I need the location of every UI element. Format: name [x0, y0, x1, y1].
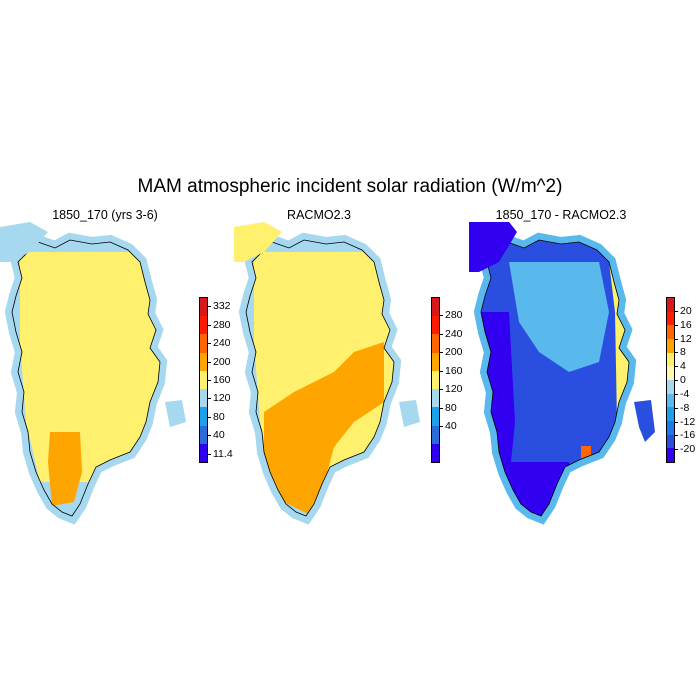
colorbar-swatch	[432, 316, 439, 335]
colorbar-swatch	[432, 389, 439, 408]
colorbar-swatch	[667, 448, 674, 463]
colorbar-swatch	[667, 325, 674, 340]
colorbar-swatch	[200, 352, 207, 371]
colorbar-swatch	[667, 298, 674, 312]
colorbar-tick-label: 16	[675, 318, 692, 331]
colorbar-swatch	[200, 389, 207, 408]
colorbar-swatch	[432, 352, 439, 371]
colorbar-tick-label: 80	[208, 410, 225, 423]
colorbar-swatch	[432, 370, 439, 390]
colorbar-tick-label: 4	[675, 360, 686, 373]
colorbar-swatch	[432, 298, 439, 317]
colorbar-tick-label: 332	[208, 300, 231, 313]
colorbar-swatch	[200, 425, 207, 444]
interior-cells	[20, 252, 160, 482]
south-dome-cells	[48, 432, 82, 506]
colorbar-swatch	[200, 316, 207, 335]
panel-title-racmo: RACMO2.3	[287, 208, 351, 222]
colorbar-swatch	[200, 407, 207, 426]
colorbar-tick-label: 20	[675, 304, 692, 317]
colorbar-swatch	[200, 298, 207, 317]
colorbar-tick-label: 8	[675, 346, 686, 359]
colorbar-tick-label: 160	[208, 374, 231, 386]
colorbar-tick-label: 200	[208, 355, 231, 368]
colorbar-tick-label: -16	[674, 429, 696, 442]
colorbar-tick-label: 12	[675, 332, 692, 345]
colorbar-swatch	[200, 334, 207, 353]
ellesmere-land	[0, 222, 48, 262]
map-panel-model	[0, 222, 186, 525]
colorbar-swatch	[667, 421, 674, 435]
colorbar-tick-label: 11.4	[208, 447, 233, 460]
colorbar-swatch	[667, 407, 674, 422]
colorbar-tick-label: -8	[674, 401, 690, 414]
colorbar-model: 332 280 240 200 160 120 80 40 11.4	[199, 297, 259, 463]
colorbar-tick-label: 40	[440, 420, 457, 433]
colorbar-tick-label: 240	[208, 337, 231, 350]
map-panel-racmo	[234, 222, 420, 525]
colorbar-tick-label: 80	[440, 401, 457, 414]
map-cells	[20, 252, 160, 506]
colorbar-tick-label: 280	[208, 318, 231, 331]
colorbar-tick-label: -12	[674, 415, 696, 428]
colorbar-swatch	[667, 311, 674, 326]
east-island	[165, 400, 186, 427]
figure-title: MAM atmospheric incident solar radiation…	[137, 176, 563, 197]
colorbar-tick-label: 200	[440, 346, 463, 359]
map-panel-difference	[469, 222, 655, 525]
panel-title-model: 1850_170 (yrs 3-6)	[52, 208, 158, 222]
colorbar-swatch	[667, 339, 674, 353]
colorbar-strip	[199, 297, 208, 463]
south-east-cells	[264, 342, 384, 514]
colorbar-tick-label: 120	[208, 392, 231, 405]
plateau-cells	[509, 262, 609, 372]
colorbar-swatch	[432, 425, 439, 444]
colorbar-swatch	[200, 443, 207, 462]
colorbar-swatch	[432, 407, 439, 426]
colorbar-swatch	[667, 366, 674, 381]
colorbar-strip	[666, 297, 675, 463]
coastline	[480, 239, 630, 517]
east-island	[634, 400, 655, 442]
colorbar-swatch	[667, 434, 674, 449]
coastline	[11, 239, 161, 517]
colorbar-difference: 20 16 12 8 4 0 -4 -8 -12 -16 -20	[666, 297, 700, 463]
colorbar-tick-label: 40	[208, 429, 225, 442]
colorbar-tick-label: 120	[440, 383, 463, 396]
map-cells	[254, 252, 394, 514]
colorbar-tick-label: 280	[440, 309, 463, 322]
ellesmere-land	[234, 222, 282, 262]
colorbar-tick-label: 160	[440, 364, 463, 377]
colorbar-swatch	[667, 380, 674, 394]
coastline	[245, 239, 395, 517]
colorbar-swatch	[200, 370, 207, 390]
panel-title-difference: 1850_170 - RACMO2.3	[495, 208, 627, 222]
colorbar-swatch	[667, 352, 674, 367]
colorbar-racmo: 280 240 200 160 120 80 40	[431, 297, 491, 463]
colorbar-tick-label: -4	[674, 387, 690, 400]
colorbar-swatch	[432, 334, 439, 353]
colorbar-strip	[431, 297, 440, 463]
colorbar-swatch	[667, 393, 674, 408]
east-island	[399, 400, 420, 427]
colorbar-tick-label: 240	[440, 327, 463, 340]
colorbar-tick-label: 0	[675, 374, 686, 386]
colorbar-tick-label: -20	[674, 443, 696, 456]
ellesmere-land	[469, 222, 517, 272]
colorbar-swatch	[432, 443, 439, 462]
